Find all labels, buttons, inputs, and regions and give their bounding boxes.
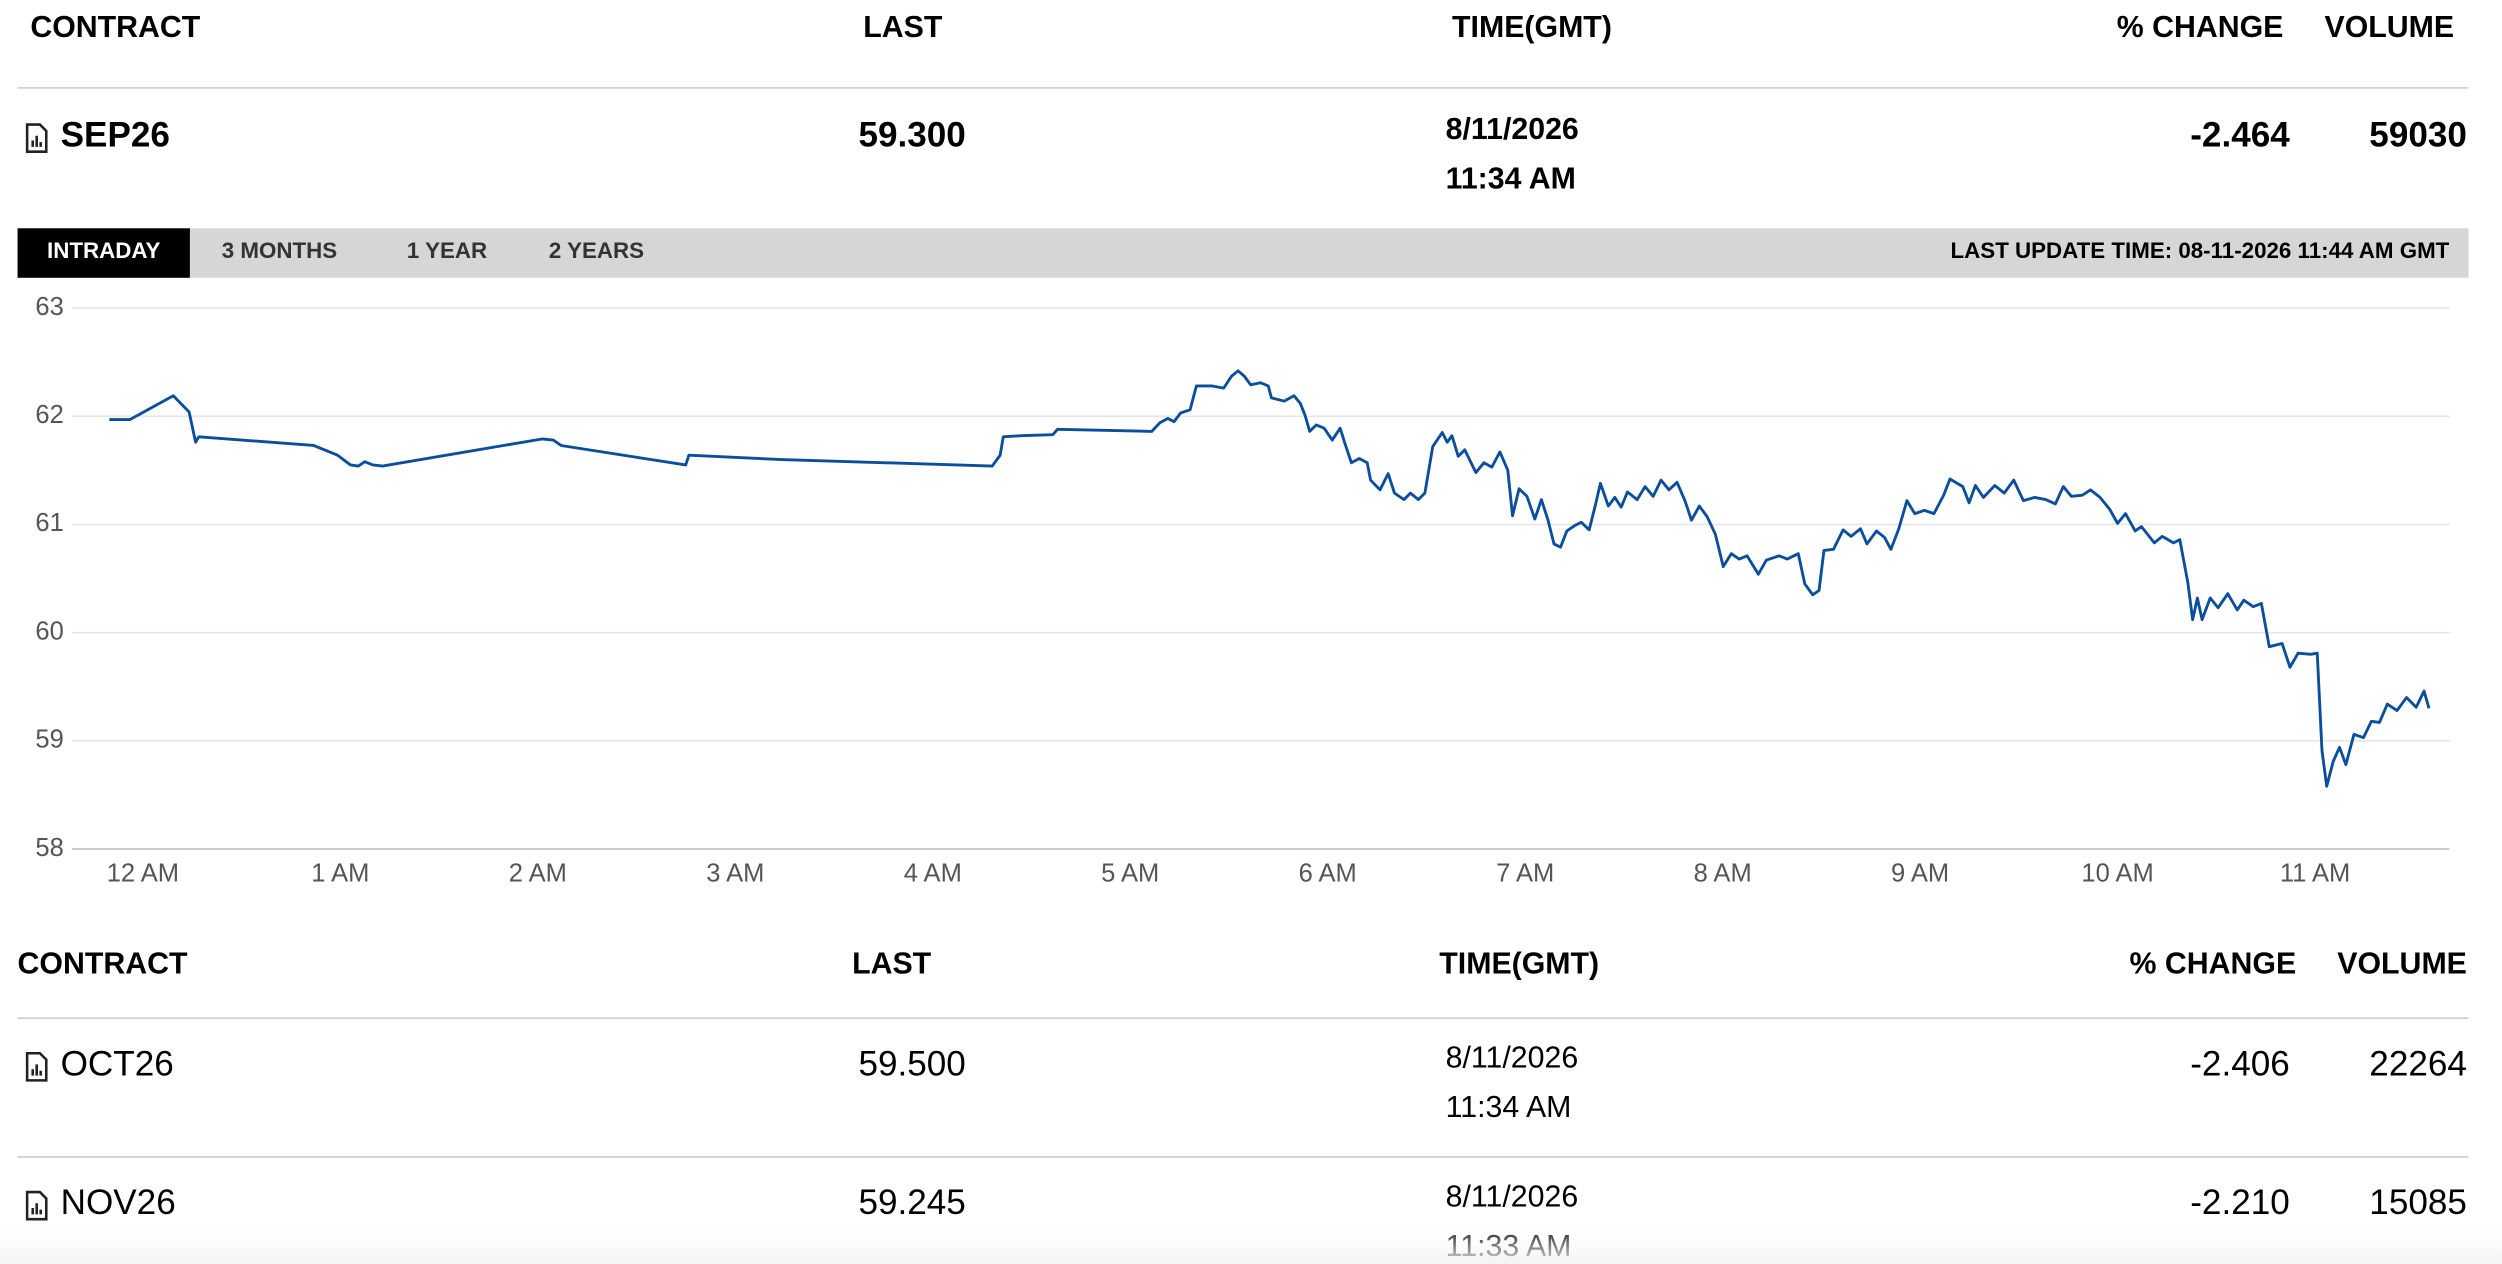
- last-price: 59.500: [858, 1044, 965, 1083]
- percent-change: -2.406: [2190, 1044, 2290, 1083]
- x-tick-label: 5 AM: [1101, 859, 1159, 887]
- column-header: % CHANGE: [2117, 11, 2284, 44]
- percent-change: -2.464: [2190, 116, 2290, 155]
- x-tick-label: 10 AM: [2081, 859, 2153, 887]
- column-header: CONTRACT: [30, 11, 200, 44]
- bottom-fade: [0, 1222, 2502, 1264]
- date: 8/11/2026: [1446, 1180, 1579, 1213]
- volume: 59030: [2369, 116, 2467, 155]
- volume: 15085: [2369, 1183, 2467, 1222]
- last-price: 59.300: [858, 116, 965, 155]
- x-tick-label: 1 AM: [311, 859, 369, 887]
- x-tick-label: 8 AM: [1694, 859, 1752, 887]
- tab[interactable]: 3 MONTHS: [222, 238, 337, 263]
- volume: 22264: [2369, 1044, 2467, 1083]
- x-tick-label: 2 AM: [509, 859, 567, 887]
- y-tick-label: 62: [35, 401, 63, 429]
- column-header: TIME(GMT): [1439, 947, 1599, 980]
- date: 8/11/2026: [1446, 113, 1579, 146]
- column-header: % CHANGE: [2130, 947, 2297, 980]
- date: 8/11/2026: [1446, 1042, 1579, 1075]
- tab[interactable]: INTRADAY: [47, 238, 160, 263]
- x-tick-label: 3 AM: [706, 859, 764, 887]
- icon-body: [25, 1190, 48, 1221]
- y-tick-label: 58: [35, 834, 63, 862]
- icon-body: [25, 123, 48, 153]
- column-header: VOLUME: [2325, 11, 2455, 44]
- column-header: TIME(GMT): [1452, 11, 1612, 44]
- column-header: VOLUME: [2337, 947, 2467, 980]
- column-header: LAST: [852, 947, 932, 980]
- chart-icon[interactable]: [25, 1051, 48, 1082]
- y-tick-label: 60: [35, 617, 63, 645]
- contract[interactable]: NOV26: [61, 1183, 176, 1222]
- x-tick-label: 12 AM: [107, 859, 179, 887]
- contract[interactable]: OCT26: [61, 1044, 174, 1083]
- percent-change: -2.210: [2190, 1183, 2290, 1222]
- column-header: LAST: [863, 11, 943, 44]
- time: 11:34 AM: [1446, 162, 1576, 195]
- x-tick-label: 6 AM: [1299, 859, 1357, 887]
- icon-bars: [31, 135, 42, 147]
- x-tick-label: 4 AM: [904, 859, 962, 887]
- x-tick-label: 9 AM: [1891, 859, 1949, 887]
- tab-bar: [17, 228, 2469, 278]
- y-tick-label: 63: [35, 293, 63, 321]
- tab[interactable]: 1 YEAR: [407, 238, 487, 263]
- y-tick-label: 59: [35, 726, 63, 754]
- contract[interactable]: SEP26: [61, 116, 170, 155]
- tab[interactable]: 2 YEARS: [549, 238, 644, 263]
- column-header: CONTRACT: [18, 947, 188, 980]
- price-line: [109, 369, 2431, 788]
- y-tick-label: 61: [35, 509, 63, 537]
- active-tab-bg: [17, 228, 190, 278]
- icon-bars: [31, 1203, 42, 1215]
- last-update: LAST UPDATE TIME: 08-11-2026 11:44 AM GM…: [1951, 238, 2450, 263]
- x-tick-label: 11 AM: [2280, 859, 2350, 887]
- x-tick-label: 7 AM: [1496, 859, 1554, 887]
- icon-bars: [31, 1064, 42, 1076]
- chart-icon[interactable]: [25, 123, 48, 153]
- content: CONTRACT LAST TIME(GMT) % CHANGE VOLUME SEP26…: [18, 11, 2467, 1263]
- last-price: 59.245: [858, 1183, 965, 1222]
- time: 11:34 AM: [1446, 1091, 1572, 1124]
- icon-body: [25, 1051, 48, 1082]
- chart-icon[interactable]: [25, 1190, 48, 1221]
